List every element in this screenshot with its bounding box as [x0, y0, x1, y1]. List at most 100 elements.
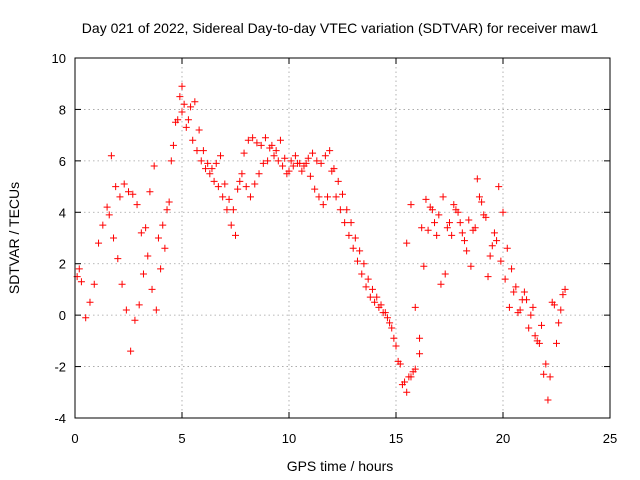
data-point: [315, 193, 323, 201]
data-point: [313, 157, 321, 165]
data-point: [501, 275, 509, 283]
data-point: [478, 198, 486, 206]
y-tick-label: 4: [59, 205, 66, 220]
data-point: [276, 136, 284, 144]
data-point: [418, 224, 426, 232]
data-point: [317, 159, 325, 167]
data-point: [388, 324, 396, 332]
data-point: [279, 162, 287, 170]
data-point: [497, 257, 505, 265]
data-point: [446, 219, 453, 227]
data-point: [332, 193, 340, 201]
data-point: [157, 265, 165, 273]
data-point: [450, 201, 458, 209]
data-point: [86, 298, 94, 306]
data-point: [270, 152, 278, 160]
data-point: [309, 149, 317, 157]
data-point: [431, 219, 439, 227]
data-point: [542, 360, 550, 368]
data-point: [165, 198, 173, 206]
data-point: [503, 244, 511, 252]
data-point: [174, 116, 182, 124]
data-point: [486, 252, 494, 260]
data-point: [289, 162, 297, 170]
data-point: [103, 203, 111, 211]
data-point: [339, 190, 346, 198]
data-point: [133, 201, 141, 209]
data-point: [379, 309, 387, 317]
data-point: [178, 82, 186, 90]
data-point: [118, 280, 126, 288]
series-trace-c: [403, 193, 569, 404]
data-point: [435, 211, 443, 219]
data-point: [167, 157, 175, 165]
data-point: [403, 239, 411, 247]
data-point: [311, 185, 319, 193]
data-point: [182, 123, 190, 131]
data-point: [424, 226, 432, 234]
data-point: [559, 291, 567, 299]
data-point: [416, 350, 424, 358]
data-point: [407, 201, 415, 209]
data-point: [467, 262, 475, 270]
data-point: [493, 237, 501, 245]
data-point: [516, 306, 524, 314]
data-point: [328, 167, 336, 175]
data-point: [302, 159, 310, 167]
data-point: [199, 147, 207, 155]
data-point: [236, 177, 244, 185]
data-point: [291, 152, 299, 160]
data-point: [555, 319, 563, 327]
data-point: [460, 237, 468, 245]
data-point: [557, 306, 565, 314]
data-point: [306, 172, 314, 180]
x-tick-label: 15: [389, 431, 403, 446]
data-point: [82, 314, 90, 322]
data-point: [441, 270, 449, 278]
data-point: [159, 221, 167, 229]
plot-area-border: [74, 57, 611, 419]
data-point: [219, 193, 227, 201]
data-point: [238, 170, 246, 178]
data-point: [125, 188, 132, 196]
chart-title: Day 021 of 2022, Sidereal Day-to-day VTE…: [82, 20, 599, 36]
data-point: [523, 296, 531, 304]
data-point: [345, 231, 353, 239]
data-point: [403, 388, 411, 396]
data-point: [469, 226, 477, 234]
data-point: [349, 244, 357, 252]
data-point: [139, 270, 147, 278]
data-point: [373, 293, 381, 301]
data-point: [362, 283, 370, 291]
data-point: [304, 154, 312, 162]
data-point: [184, 116, 192, 124]
data-point: [249, 134, 257, 142]
series-trace-a: [73, 82, 424, 396]
data-point: [358, 270, 366, 278]
data-point: [251, 180, 259, 188]
data-point: [189, 136, 197, 144]
data-point: [112, 183, 120, 191]
x-tick-label: 25: [603, 431, 617, 446]
data-point: [544, 396, 552, 404]
data-point: [505, 303, 513, 311]
y-tick-label: -2: [54, 360, 66, 375]
data-point: [520, 288, 528, 296]
data-point: [90, 280, 98, 288]
data-point: [208, 165, 216, 173]
data-point: [161, 244, 169, 252]
data-point: [366, 293, 374, 301]
data-point: [152, 306, 160, 314]
data-point: [561, 285, 569, 293]
x-tick-label: 20: [496, 431, 510, 446]
data-point: [285, 167, 293, 175]
data-point: [482, 213, 490, 221]
data-point: [409, 368, 417, 376]
data-point: [475, 193, 483, 201]
data-point: [341, 219, 349, 227]
data-point: [553, 339, 560, 347]
data-point: [193, 147, 201, 155]
data-point: [169, 141, 177, 149]
data-point: [364, 275, 372, 283]
data-point: [334, 177, 342, 185]
